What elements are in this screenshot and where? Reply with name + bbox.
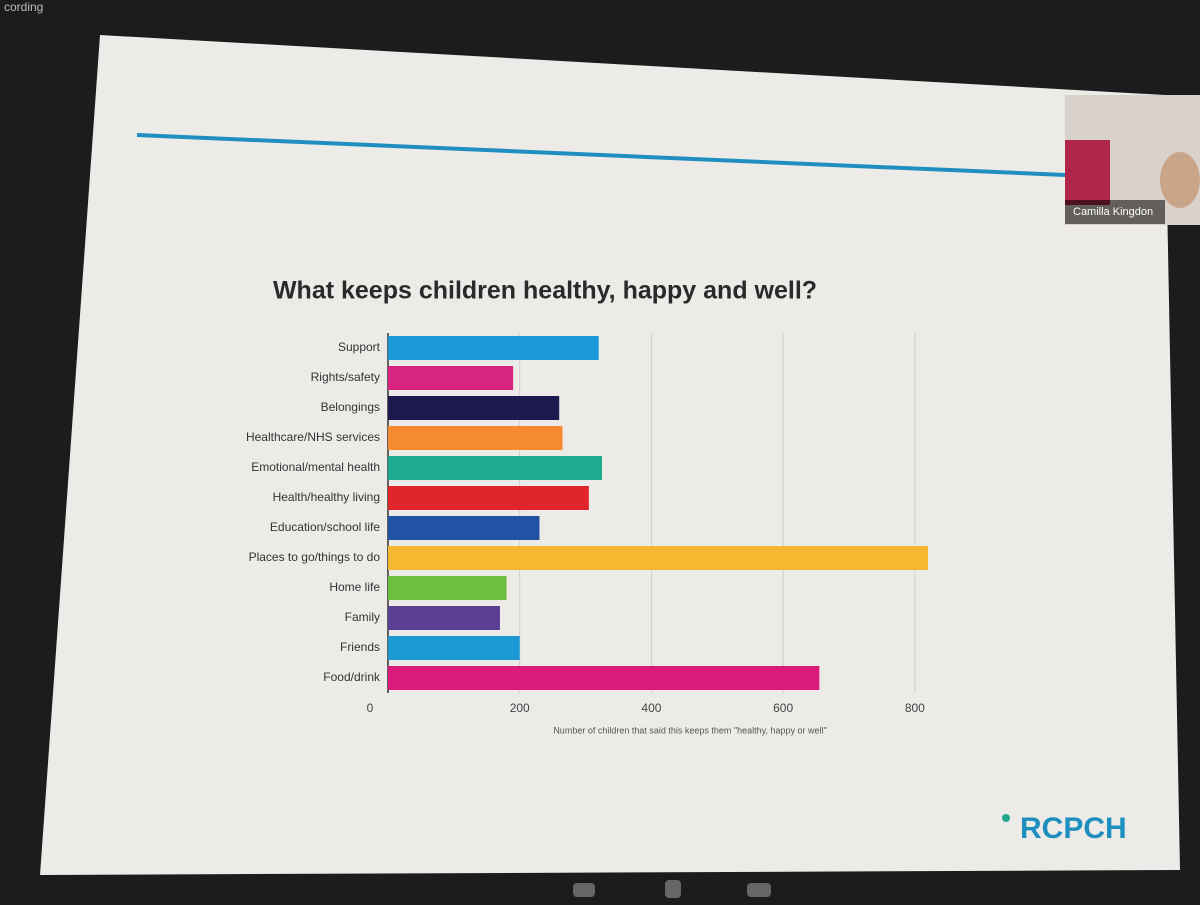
participant-face <box>1160 152 1200 208</box>
bar <box>388 636 520 660</box>
logo: RCPCH <box>1020 812 1127 845</box>
y-tick-label: Support <box>338 340 381 354</box>
participant-name: Camilla Kingdon <box>1073 206 1153 218</box>
bar <box>388 426 563 450</box>
bar <box>388 546 928 570</box>
slide <box>40 35 1180 875</box>
y-tick-label: Rights/safety <box>311 370 380 384</box>
logo-icon <box>1002 814 1010 822</box>
x-tick-label: 600 <box>773 701 793 715</box>
bar <box>388 666 820 690</box>
name-plate <box>1065 200 1165 224</box>
x-tick-label: 200 <box>510 701 530 715</box>
bar <box>388 336 599 360</box>
y-tick-label: Health/healthy living <box>273 490 380 504</box>
video-background <box>1065 140 1110 205</box>
bar <box>388 486 589 510</box>
chart-title: What keeps children healthy, happy and w… <box>273 277 817 305</box>
bar <box>388 576 507 600</box>
raise-hand-button[interactable] <box>665 880 681 898</box>
bar <box>388 516 540 540</box>
y-tick-label: Healthcare/NHS services <box>246 430 380 444</box>
x-tick-label: 0 <box>367 701 374 715</box>
y-tick-label: Food/drink <box>323 670 381 684</box>
chart: 0 200 400 600 800 Support Rights/safety Belongi… <box>246 333 928 735</box>
bar <box>388 606 500 630</box>
y-tick-label: Home life <box>329 580 380 594</box>
bar <box>388 366 514 390</box>
bar <box>388 396 560 420</box>
y-tick-label: Emotional/mental health <box>251 460 380 474</box>
y-tick-label: Belongings <box>321 400 380 414</box>
y-tick-label: Family <box>345 610 380 624</box>
recording-label: cording <box>4 0 43 14</box>
chat-button[interactable] <box>573 883 595 897</box>
x-tick-label: 400 <box>641 701 661 715</box>
slide-rule <box>136 133 1066 177</box>
x-tick-label: 800 <box>905 701 925 715</box>
y-tick-label: Places to go/things to do <box>249 550 381 564</box>
reactions-button[interactable] <box>747 883 771 897</box>
x-axis-label: Number of children that said this keeps … <box>553 725 826 735</box>
y-tick-label: Friends <box>340 640 380 654</box>
y-tick-label: Education/school life <box>270 520 380 534</box>
bar <box>388 456 603 480</box>
